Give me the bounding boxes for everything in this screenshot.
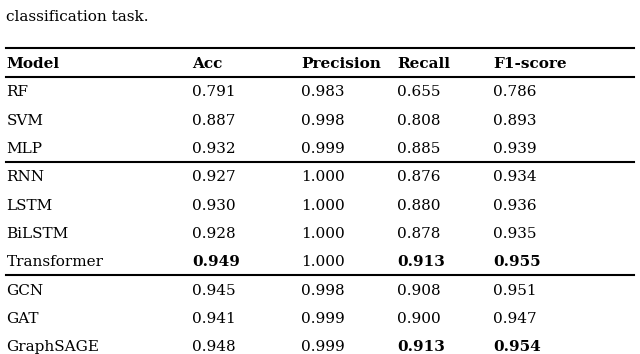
Text: 0.930: 0.930	[192, 199, 236, 213]
Text: 0.998: 0.998	[301, 284, 344, 298]
Text: 0.936: 0.936	[493, 199, 536, 213]
Text: Recall: Recall	[397, 57, 450, 71]
Text: classification task.: classification task.	[6, 10, 149, 24]
Text: 0.913: 0.913	[397, 255, 445, 269]
Text: 0.947: 0.947	[493, 312, 536, 326]
Text: Transformer: Transformer	[6, 255, 104, 269]
Text: 0.893: 0.893	[493, 114, 536, 128]
Text: 0.928: 0.928	[192, 227, 236, 241]
Text: SVM: SVM	[6, 114, 44, 128]
Text: GAT: GAT	[6, 312, 39, 326]
Text: 1.000: 1.000	[301, 227, 344, 241]
Text: F1-score: F1-score	[493, 57, 566, 71]
Text: 0.887: 0.887	[192, 114, 236, 128]
Text: 0.927: 0.927	[192, 170, 236, 184]
Text: 0.999: 0.999	[301, 341, 344, 354]
Text: GCN: GCN	[6, 284, 44, 298]
Text: 0.876: 0.876	[397, 170, 440, 184]
Text: LSTM: LSTM	[6, 199, 52, 213]
Text: 0.913: 0.913	[397, 341, 445, 354]
Text: 1.000: 1.000	[301, 255, 344, 269]
Text: RF: RF	[6, 85, 28, 99]
Text: Precision: Precision	[301, 57, 381, 71]
Text: 0.998: 0.998	[301, 114, 344, 128]
Text: RNN: RNN	[6, 170, 44, 184]
Text: 0.934: 0.934	[493, 170, 536, 184]
Text: 0.948: 0.948	[192, 341, 236, 354]
Text: 0.908: 0.908	[397, 284, 440, 298]
Text: BiLSTM: BiLSTM	[6, 227, 68, 241]
Text: 0.878: 0.878	[397, 227, 440, 241]
Text: 0.951: 0.951	[493, 284, 536, 298]
Text: Acc: Acc	[192, 57, 222, 71]
Text: 0.999: 0.999	[301, 142, 344, 156]
Text: 0.655: 0.655	[397, 85, 440, 99]
Text: GraphSAGE: GraphSAGE	[6, 341, 99, 354]
Text: 0.941: 0.941	[192, 312, 236, 326]
Text: 0.954: 0.954	[493, 341, 541, 354]
Text: 0.939: 0.939	[493, 142, 536, 156]
Text: 0.999: 0.999	[301, 312, 344, 326]
Text: 0.900: 0.900	[397, 312, 440, 326]
Text: 0.932: 0.932	[192, 142, 236, 156]
Text: MLP: MLP	[6, 142, 42, 156]
Text: 1.000: 1.000	[301, 199, 344, 213]
Text: 0.885: 0.885	[397, 142, 440, 156]
Text: 0.786: 0.786	[493, 85, 536, 99]
Text: Model: Model	[6, 57, 60, 71]
Text: 1.000: 1.000	[301, 170, 344, 184]
Text: 0.983: 0.983	[301, 85, 344, 99]
Text: 0.808: 0.808	[397, 114, 440, 128]
Text: 0.955: 0.955	[493, 255, 540, 269]
Text: 0.949: 0.949	[192, 255, 240, 269]
Text: 0.935: 0.935	[493, 227, 536, 241]
Text: 0.880: 0.880	[397, 199, 440, 213]
Text: 0.791: 0.791	[192, 85, 236, 99]
Text: 0.945: 0.945	[192, 284, 236, 298]
